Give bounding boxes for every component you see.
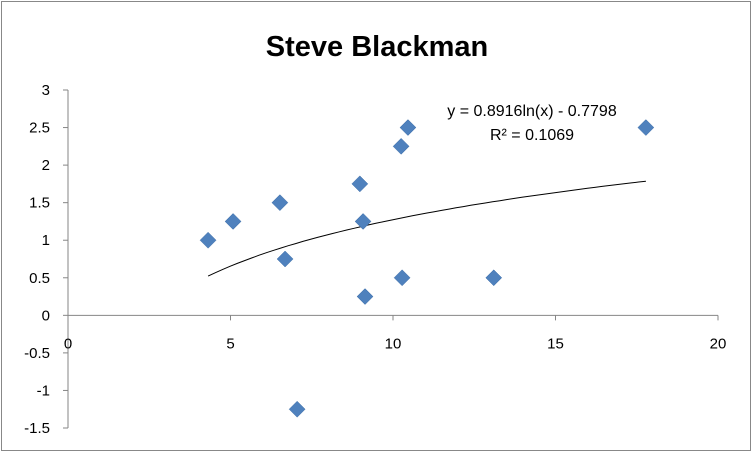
data-point (224, 213, 242, 230)
chart-title: Steve Blackman (266, 31, 488, 63)
y-tick-label: 2.5 (29, 120, 50, 137)
data-point (288, 400, 306, 418)
x-tick-label: 5 (226, 335, 234, 352)
y-tick-label: 3 (42, 82, 50, 99)
y-tick-label: -0.5 (24, 345, 50, 362)
data-point (351, 175, 369, 193)
data-point (485, 269, 503, 287)
data-point (392, 137, 410, 155)
data-point (637, 119, 655, 136)
trendline-equation: y = 0.8916ln(x) - 0.7798 (447, 103, 617, 120)
y-tick-label: -1 (37, 382, 50, 399)
y-tick-label: 1.5 (29, 195, 50, 212)
data-point (354, 213, 372, 230)
x-tick-label: 10 (385, 335, 402, 352)
trendline-r-squared: R² = 0.1069 (490, 127, 574, 144)
data-point (356, 288, 374, 305)
data-point (399, 119, 417, 136)
x-tick-label: 15 (547, 335, 564, 352)
y-tick-label: -1.5 (24, 420, 50, 437)
data-point (199, 231, 217, 249)
data-point (276, 250, 294, 268)
y-tick-label: 1 (42, 232, 50, 249)
y-tick-label: 0 (42, 307, 50, 324)
x-tick-label: 20 (710, 335, 727, 352)
y-tick-label: 2 (42, 157, 50, 174)
y-tick-label: 0.5 (29, 270, 50, 287)
data-point (271, 194, 289, 212)
x-tick-label: 0 (64, 335, 72, 352)
trendline (207, 180, 646, 277)
data-point (393, 269, 411, 287)
